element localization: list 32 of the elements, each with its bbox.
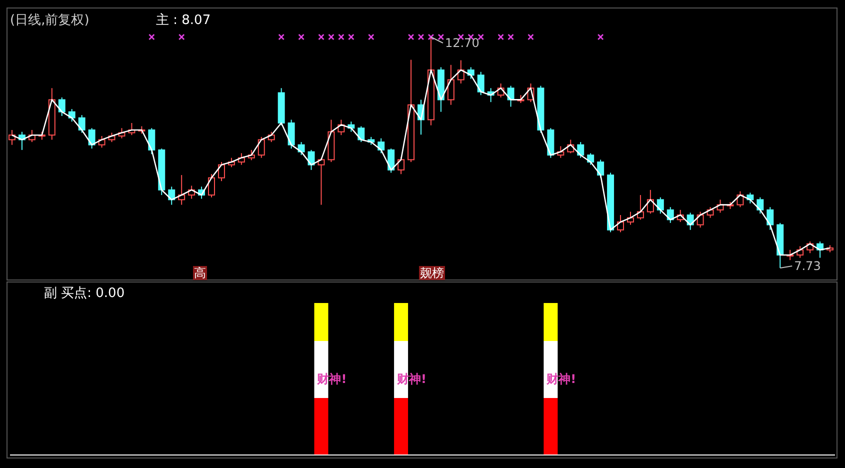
candlestick: [597, 159, 604, 178]
candlestick: [766, 206, 774, 230]
annotation: 觌榜: [420, 266, 444, 280]
candlestick: [98, 136, 106, 148]
candlestick: [148, 128, 156, 155]
text: 7.73: [794, 259, 821, 273]
candlestick: [218, 162, 225, 182]
text: 12.70: [444, 36, 480, 50]
candlestick: [208, 174, 216, 198]
candlestick: [358, 126, 365, 143]
candlestick: [636, 194, 644, 220]
candlestick: [88, 128, 96, 150]
candlestick: [477, 71, 484, 96]
candlestick: [756, 196, 764, 214]
candlestick: [577, 142, 584, 158]
text: 副 买点: 0.00: [44, 286, 125, 301]
candlestick: [656, 196, 664, 214]
annotation: 高: [194, 266, 206, 280]
candlestick: [258, 136, 265, 158]
candlestick: [58, 96, 66, 117]
candlestick: [288, 119, 295, 150]
candlestick: [617, 214, 624, 233]
candlestick: [298, 142, 305, 156]
candlestick: [447, 64, 454, 106]
text: 主 : 8.07: [156, 12, 211, 28]
candlestick: [78, 114, 86, 134]
candlestick: [587, 152, 594, 166]
chart-title: (日线,前复权): [10, 13, 90, 28]
candlestick: [388, 148, 395, 174]
candlestick: [696, 211, 704, 228]
candlestick: [378, 138, 385, 154]
candlestick: [398, 156, 405, 175]
